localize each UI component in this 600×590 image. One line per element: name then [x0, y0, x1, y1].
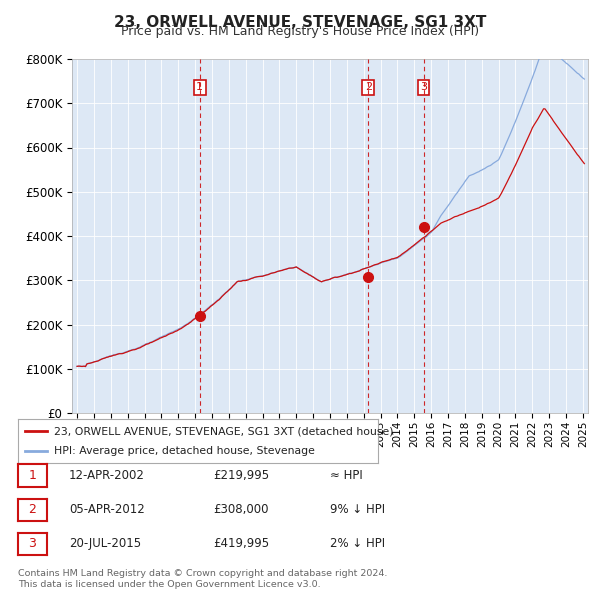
Text: HPI: Average price, detached house, Stevenage: HPI: Average price, detached house, Stev…	[54, 446, 315, 455]
Text: 2: 2	[365, 83, 372, 92]
Text: 1: 1	[28, 469, 37, 482]
Text: £419,995: £419,995	[213, 537, 269, 550]
Text: 20-JUL-2015: 20-JUL-2015	[69, 537, 141, 550]
Text: 2: 2	[28, 503, 37, 516]
Text: 9% ↓ HPI: 9% ↓ HPI	[330, 503, 385, 516]
Text: £308,000: £308,000	[213, 503, 269, 516]
Text: 1: 1	[196, 83, 203, 92]
Text: 3: 3	[420, 83, 427, 92]
Text: £219,995: £219,995	[213, 469, 269, 482]
Text: Contains HM Land Registry data © Crown copyright and database right 2024.
This d: Contains HM Land Registry data © Crown c…	[18, 569, 388, 589]
Text: ≈ HPI: ≈ HPI	[330, 469, 363, 482]
Text: 2% ↓ HPI: 2% ↓ HPI	[330, 537, 385, 550]
Text: Price paid vs. HM Land Registry's House Price Index (HPI): Price paid vs. HM Land Registry's House …	[121, 25, 479, 38]
Text: 23, ORWELL AVENUE, STEVENAGE, SG1 3XT: 23, ORWELL AVENUE, STEVENAGE, SG1 3XT	[114, 15, 486, 30]
Text: 3: 3	[28, 537, 37, 550]
Text: 12-APR-2002: 12-APR-2002	[69, 469, 145, 482]
Text: 23, ORWELL AVENUE, STEVENAGE, SG1 3XT (detached house): 23, ORWELL AVENUE, STEVENAGE, SG1 3XT (d…	[54, 427, 394, 436]
Text: 05-APR-2012: 05-APR-2012	[69, 503, 145, 516]
